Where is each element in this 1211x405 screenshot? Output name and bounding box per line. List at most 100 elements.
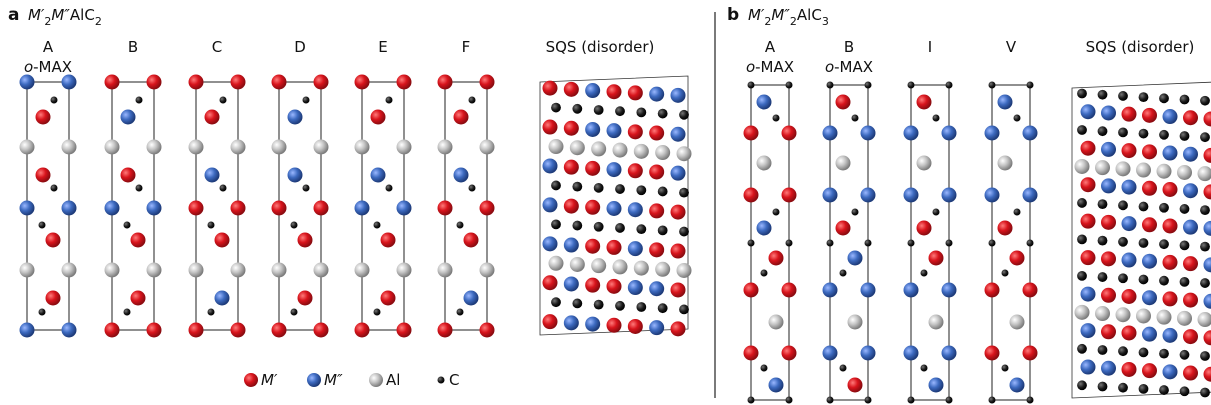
column-subtitle: o-MAX [746, 58, 794, 76]
atom [1095, 306, 1110, 322]
column-label: V [1006, 38, 1017, 56]
atom [907, 81, 915, 89]
atom [649, 320, 665, 336]
atom [1203, 293, 1211, 309]
atom [941, 282, 957, 298]
atom [1074, 304, 1090, 320]
atom [61, 322, 77, 338]
atom [542, 275, 558, 291]
atom [649, 203, 665, 219]
atom [1142, 217, 1157, 233]
atom [903, 187, 919, 203]
atom [756, 220, 772, 236]
atom [670, 204, 686, 220]
atom [542, 236, 558, 252]
atom [826, 81, 834, 89]
atom [1001, 269, 1009, 277]
atom [768, 314, 784, 330]
atom [768, 250, 784, 266]
atom [135, 184, 143, 192]
atom [1162, 291, 1178, 307]
atom [772, 114, 780, 122]
atom [670, 87, 686, 103]
atom [945, 239, 953, 247]
atom [593, 105, 604, 115]
atom [826, 396, 834, 404]
atom [1118, 200, 1128, 211]
atom [1183, 256, 1198, 272]
atom [1179, 349, 1190, 360]
atom [1095, 160, 1110, 176]
atom [785, 81, 793, 89]
atom [903, 125, 919, 141]
column-label: B [844, 38, 854, 56]
atom [822, 125, 838, 141]
atom [636, 224, 647, 235]
atom [615, 106, 625, 117]
atom [188, 74, 204, 90]
atom [847, 250, 863, 266]
atom [563, 120, 579, 136]
atom [1121, 216, 1137, 232]
atom [1183, 183, 1198, 199]
atom [146, 200, 162, 216]
atom [1080, 213, 1096, 229]
atom [1080, 250, 1096, 266]
atom [835, 220, 851, 236]
atom [1080, 104, 1096, 120]
atom [542, 197, 558, 213]
atom [785, 396, 793, 404]
atom [1200, 241, 1210, 252]
atom [468, 184, 476, 192]
atom [756, 94, 772, 110]
atom [847, 314, 863, 330]
atom [1136, 308, 1151, 324]
atom [768, 377, 784, 393]
subtitle-part: o [24, 58, 33, 76]
atom [585, 121, 601, 137]
legend-swatch [437, 376, 445, 384]
atom [302, 184, 310, 192]
atom [649, 164, 665, 180]
atom [1138, 274, 1149, 285]
atom [1183, 365, 1198, 381]
atom [743, 125, 759, 141]
atom [1115, 161, 1131, 177]
atom [670, 243, 686, 259]
atom [1101, 214, 1116, 230]
column-label: F [462, 38, 471, 56]
atom [743, 345, 759, 361]
atom [230, 139, 246, 155]
atom [649, 281, 665, 297]
atom [822, 187, 838, 203]
atom [354, 139, 370, 155]
atom [627, 163, 643, 179]
atom [679, 109, 689, 120]
column-label: A [765, 38, 776, 56]
atom [479, 322, 495, 338]
column-label: I [928, 38, 932, 56]
atom [1138, 238, 1149, 248]
atom [396, 322, 412, 338]
atom [928, 377, 944, 393]
atom [1159, 129, 1169, 140]
atom [649, 242, 665, 258]
atom [1080, 286, 1096, 302]
atom [313, 139, 329, 155]
legend-label: M″ [324, 371, 343, 389]
atom [1159, 385, 1169, 395]
atom [1026, 239, 1034, 247]
atom [104, 139, 120, 155]
atom [984, 345, 1000, 361]
panel-label: b [727, 5, 739, 25]
atom [591, 258, 607, 274]
atom [747, 396, 755, 404]
atom [606, 317, 622, 333]
atom [1101, 105, 1116, 121]
atom [606, 239, 622, 255]
atom [1022, 125, 1038, 141]
atom [1142, 363, 1157, 379]
atom [354, 322, 370, 338]
atom [1200, 278, 1210, 288]
atom [606, 123, 622, 139]
